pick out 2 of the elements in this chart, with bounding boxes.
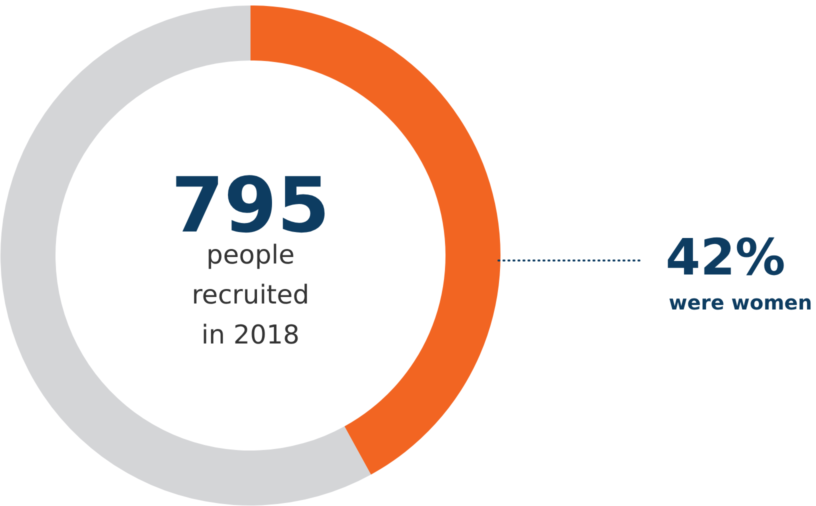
slice-label: were women: [668, 290, 812, 314]
data-label: 42%: [666, 228, 786, 286]
